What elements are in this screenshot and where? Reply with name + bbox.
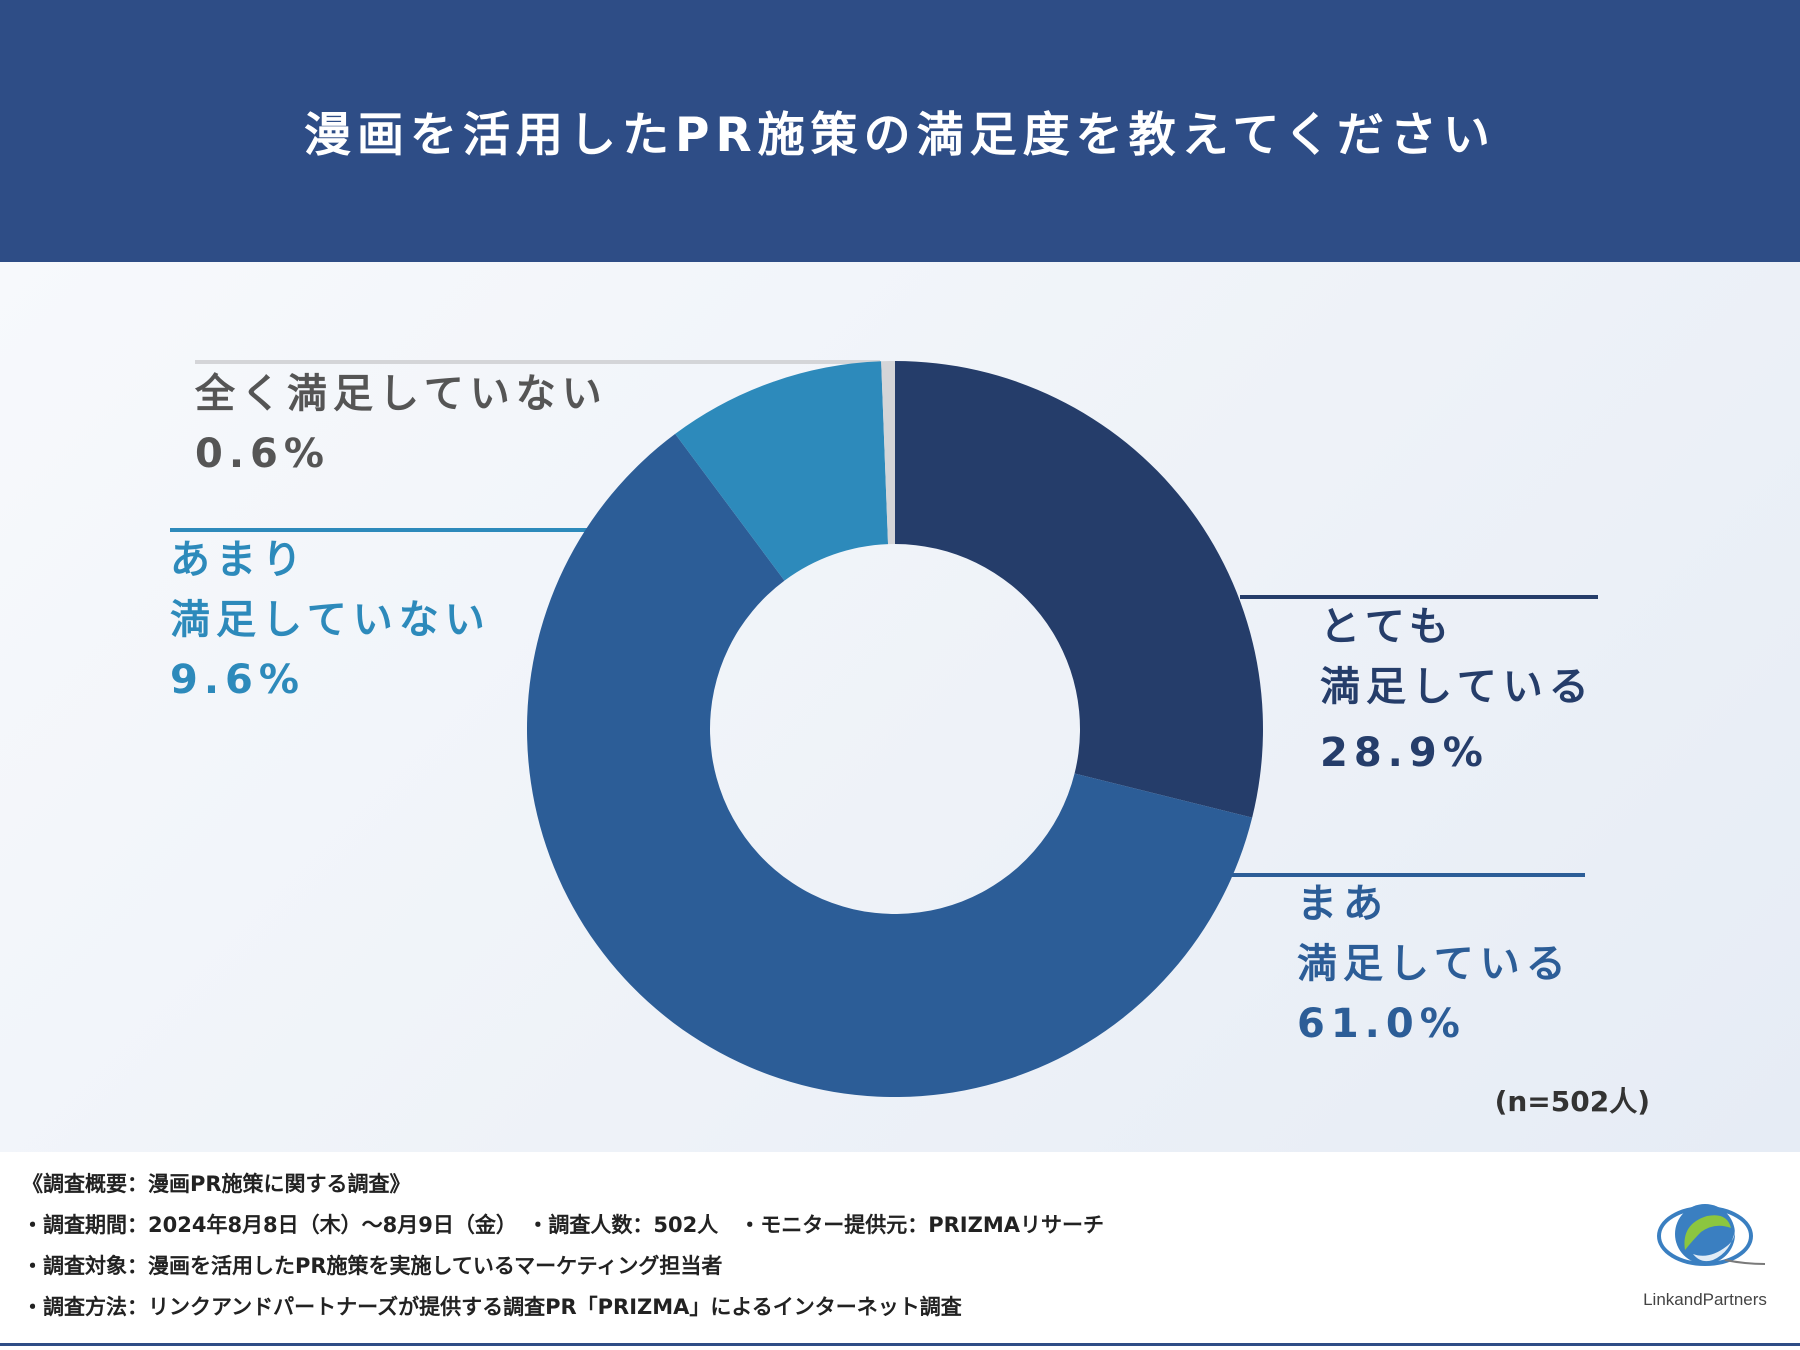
label-very-satisfied: とても 満足している 28.9% xyxy=(1320,597,1595,783)
label-somewhat-satisfied-line1: まあ xyxy=(1297,881,1389,927)
slice-not-very-satisfied xyxy=(675,361,889,581)
header-banner: 漫画を活用したPR施策の満足度を教えてください xyxy=(0,0,1800,262)
footer-rule xyxy=(0,1343,1800,1346)
label-very-satisfied-line1: とても xyxy=(1320,604,1455,650)
label-somewhat-satisfied: まあ 満足している 61.0% xyxy=(1297,874,1572,1054)
label-very-satisfied-line2: 満足している xyxy=(1320,664,1595,710)
survey-summary-heading: 《調査概要：漫画PR施策に関する調査》 xyxy=(22,1172,411,1196)
label-not-satisfied-at-all-value: 0.6% xyxy=(195,431,330,477)
page-title: 漫画を活用したPR施策の満足度を教えてください xyxy=(304,108,1496,163)
company-logo: LinkandPartners xyxy=(1635,1194,1775,1314)
label-very-satisfied-value: 28.9% xyxy=(1320,730,1489,776)
slice-very-satisfied xyxy=(895,361,1263,818)
slice-not-satisfied-at-all xyxy=(881,361,895,545)
sample-size-note: (n=502人) xyxy=(1494,1085,1650,1118)
label-not-very-satisfied-line2: 満足していない xyxy=(170,597,491,643)
survey-period-line: ・調査期間：2024年8月8日（木）～8月9日（金） ・調査人数：502人 ・モ… xyxy=(22,1213,1104,1237)
label-somewhat-satisfied-value: 61.0% xyxy=(1297,1001,1466,1047)
slice-somewhat-satisfied xyxy=(526,433,1253,1097)
label-somewhat-satisfied-line2: 満足している xyxy=(1297,941,1572,987)
survey-summary: 《調査概要：漫画PR施策に関する調査》 ・調査期間：2024年8月8日（木）～8… xyxy=(0,1152,1800,1350)
logo-text: LinkandPartners xyxy=(1643,1290,1767,1309)
label-not-very-satisfied: あまり 満足していない 9.6% xyxy=(170,530,491,710)
survey-method-line: ・調査方法：リンクアンドパートナーズが提供する調査PR「PRIZMA」によるイン… xyxy=(22,1295,962,1319)
label-not-satisfied-at-all: 全く満足していない 0.6% xyxy=(195,364,608,484)
label-not-satisfied-at-all-line1: 全く満足していない xyxy=(195,371,608,417)
chart-area: とても 満足している 28.9% まあ 満足している 61.0% あまり 満足し… xyxy=(0,262,1800,1152)
label-not-very-satisfied-line1: あまり xyxy=(170,537,308,583)
donut-chart xyxy=(170,360,1598,1097)
survey-target-line: ・調査対象：漫画を活用したPR施策を実施しているマーケティング担当者 xyxy=(22,1254,723,1278)
logo-mark-icon xyxy=(1657,1204,1766,1266)
label-not-very-satisfied-value: 9.6% xyxy=(170,657,305,703)
